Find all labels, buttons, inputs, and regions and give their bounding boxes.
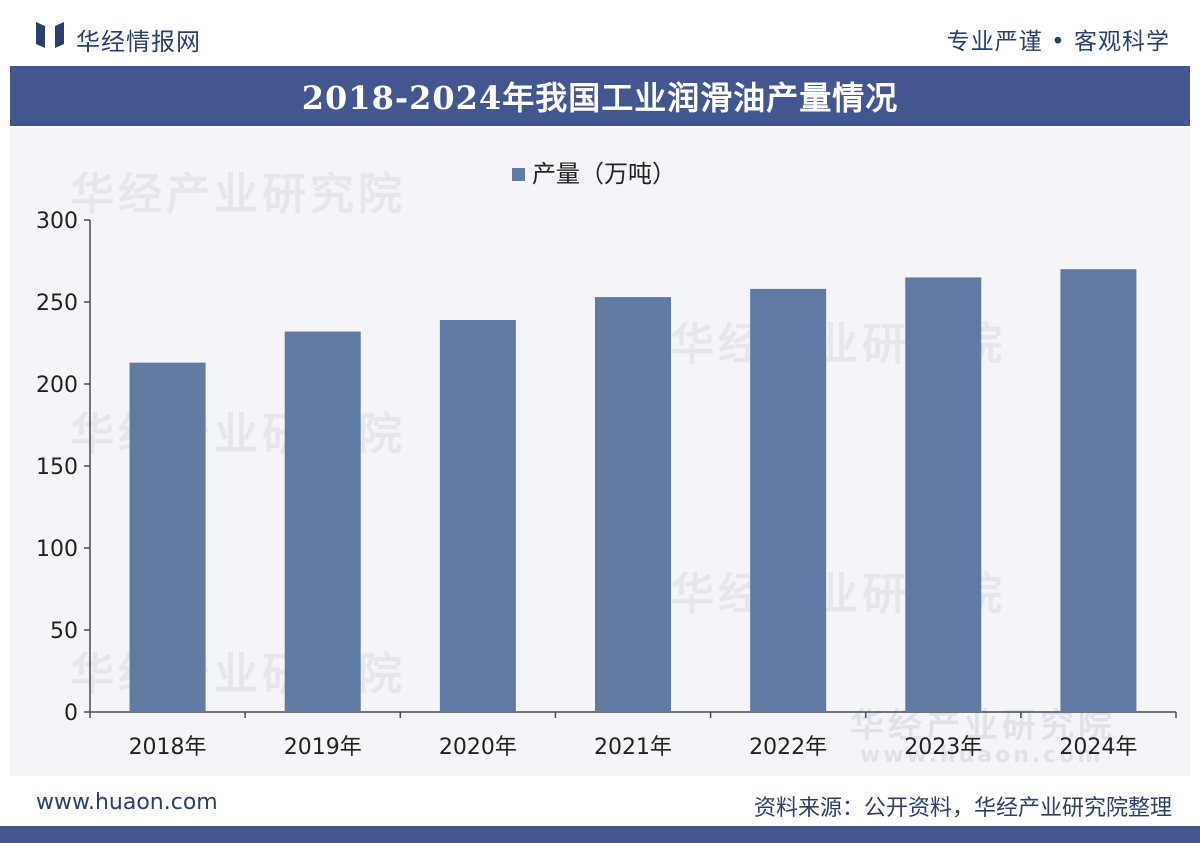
y-tick-label: 50: [50, 619, 78, 644]
y-tick-label: 300: [36, 209, 78, 234]
chart-title: 2018-2024年我国工业润滑油产量情况: [301, 79, 899, 117]
bar: [750, 288, 827, 712]
title-banner: 2018-2024年我国工业润滑油产量情况: [10, 66, 1190, 126]
watermark-url: www.huaon.com: [860, 743, 1104, 768]
brand-name: 华经情报网: [76, 28, 201, 56]
x-tick-label: 2022年: [749, 735, 827, 760]
brand-logo-icon: [36, 22, 64, 48]
x-tick-label: 2020年: [439, 735, 517, 760]
legend-label: 产量（万吨）: [532, 160, 676, 188]
x-tick-label: 2021年: [594, 735, 672, 760]
site-url: www.huaon.com: [36, 790, 218, 815]
bar: [905, 277, 982, 712]
x-tick-label: 2024年: [1059, 735, 1137, 760]
legend-swatch: [512, 168, 525, 181]
y-tick-label: 100: [36, 537, 78, 562]
source-note: 资料来源：公开资料，华经产业研究院整理: [753, 796, 1172, 821]
y-tick-label: 0: [64, 701, 78, 726]
bar: [129, 362, 206, 712]
top-bar: 华经情报网 专业严谨 • 客观科学: [0, 0, 1200, 64]
x-tick-label: 2019年: [284, 735, 362, 760]
bottom-stripe: [0, 826, 1200, 843]
chart-area: 华经产业研究院 华经产业研究院 华经产业研究院 华经产业研究院 华经产业研究院 …: [10, 128, 1190, 776]
bar-chart: 产量（万吨） 0 50 100 150 200 250 300 2018年 2019年 2020年 2…: [36, 160, 1177, 760]
bar: [1060, 269, 1137, 712]
y-tick-label: 150: [36, 455, 78, 480]
bar: [594, 297, 672, 712]
bar: [439, 320, 516, 712]
x-tick-label: 2023年: [904, 735, 982, 760]
y-tick-label: 200: [36, 373, 78, 398]
slogan: 专业严谨 • 客观科学: [946, 29, 1170, 55]
bar: [284, 331, 361, 712]
y-tick-label: 250: [36, 291, 78, 316]
x-tick-label: 2018年: [129, 735, 207, 760]
watermark: 华经产业研究院: [70, 169, 406, 220]
